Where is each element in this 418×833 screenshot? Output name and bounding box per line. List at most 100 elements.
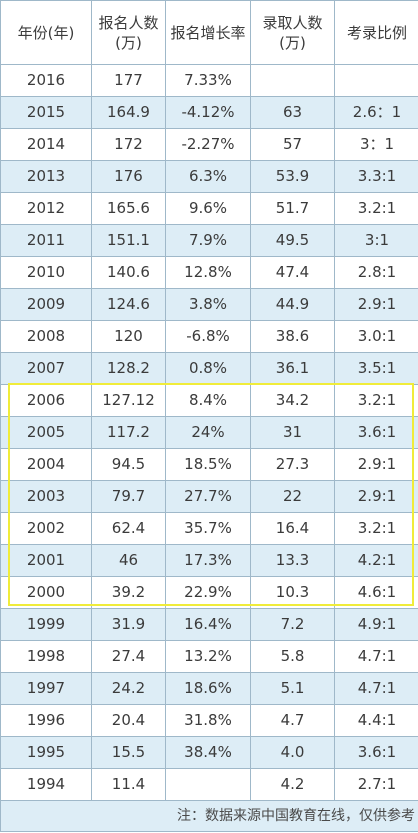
growth-rate-cell: 22.9% [165, 576, 251, 609]
table-row: 2008 120 -6.8% 38.6 3.0:1 [0, 320, 418, 353]
year-cell: 1998 [0, 640, 92, 673]
admitted-cell: 51.7 [250, 192, 335, 225]
applicants-cell: 79.7 [91, 480, 166, 513]
year-cell: 2013 [0, 160, 92, 193]
ratio-cell: 3：1 [334, 128, 418, 161]
ratio-cell: 2.7:1 [334, 768, 418, 801]
growth-rate-cell: 18.5% [165, 448, 251, 481]
table-row: 2013 176 6.3% 53.9 3.3:1 [0, 160, 418, 193]
ratio-cell [334, 64, 418, 97]
header-line: 录取人数 [262, 13, 323, 32]
admitted-cell [250, 64, 335, 97]
applicants-cell: 94.5 [91, 448, 166, 481]
ratio-cell: 3.3:1 [334, 160, 418, 193]
year-cell: 2002 [0, 512, 92, 545]
table-row: 2016 177 7.33% [0, 64, 418, 97]
applicants-cell: 31.9 [91, 608, 166, 641]
ratio-cell: 4.7:1 [334, 640, 418, 673]
header-ratio: 考录比例 [334, 0, 418, 65]
ratio-cell: 3.2:1 [334, 192, 418, 225]
ratio-cell: 4.9:1 [334, 608, 418, 641]
table-row: 1995 15.5 38.4% 4.0 3.6:1 [0, 736, 418, 769]
table-row: 1994 11.4 4.2 2.7:1 [0, 768, 418, 801]
ratio-cell: 2.6：1 [334, 96, 418, 129]
table-row: 2001 46 17.3% 13.3 4.2:1 [0, 544, 418, 577]
applicants-cell: 120 [91, 320, 166, 353]
admitted-cell: 36.1 [250, 352, 335, 385]
applicants-cell: 24.2 [91, 672, 166, 705]
table-row: 1998 27.4 13.2% 5.8 4.7:1 [0, 640, 418, 673]
applicants-cell: 177 [91, 64, 166, 97]
applicants-cell: 176 [91, 160, 166, 193]
header-growth-rate: 报名增长率 [165, 0, 251, 65]
header-applicants: 报名人数 (万) [91, 0, 166, 65]
ratio-cell: 2.9:1 [334, 288, 418, 321]
footnote-row: 注：数据来源中国教育在线，仅供参考 [0, 800, 418, 832]
header-line: 报名人数 [98, 13, 159, 32]
admitted-cell: 57 [250, 128, 335, 161]
applicants-cell: 140.6 [91, 256, 166, 289]
applicants-cell: 39.2 [91, 576, 166, 609]
table-row: 1997 24.2 18.6% 5.1 4.7:1 [0, 672, 418, 705]
table-row: 2005 117.2 24% 31 3.6:1 [0, 416, 418, 449]
applicants-cell: 172 [91, 128, 166, 161]
year-cell: 1994 [0, 768, 92, 801]
year-cell: 2012 [0, 192, 92, 225]
header-year: 年份(年) [0, 0, 92, 65]
table-row: 2004 94.5 18.5% 27.3 2.9:1 [0, 448, 418, 481]
header-line: (万) [279, 33, 306, 52]
table-row: 2011 151.1 7.9% 49.5 3:1 [0, 224, 418, 257]
table-row: 2006 127.12 8.4% 34.2 3.2:1 [0, 384, 418, 417]
growth-rate-cell: 7.33% [165, 64, 251, 97]
table-row: 2015 164.9 -4.12% 63 2.6：1 [0, 96, 418, 129]
ratio-cell: 3.6:1 [334, 736, 418, 769]
table-row: 2000 39.2 22.9% 10.3 4.6:1 [0, 576, 418, 609]
growth-rate-cell: 8.4% [165, 384, 251, 417]
admitted-cell: 44.9 [250, 288, 335, 321]
header-line: (万) [115, 33, 142, 52]
year-cell: 2004 [0, 448, 92, 481]
applicants-cell: 151.1 [91, 224, 166, 257]
ratio-cell: 3:1 [334, 224, 418, 257]
admitted-cell: 7.2 [250, 608, 335, 641]
growth-rate-cell: 38.4% [165, 736, 251, 769]
admitted-cell: 38.6 [250, 320, 335, 353]
applicants-cell: 27.4 [91, 640, 166, 673]
ratio-cell: 3.2:1 [334, 512, 418, 545]
applicants-cell: 127.12 [91, 384, 166, 417]
growth-rate-cell: 9.6% [165, 192, 251, 225]
table-row: 1996 20.4 31.8% 4.7 4.4:1 [0, 704, 418, 737]
table-row: 2003 79.7 27.7% 22 2.9:1 [0, 480, 418, 513]
admitted-cell: 31 [250, 416, 335, 449]
applicants-cell: 128.2 [91, 352, 166, 385]
ratio-cell: 3.6:1 [334, 416, 418, 449]
ratio-cell: 4.2:1 [334, 544, 418, 577]
header-line: 年份(年) [17, 23, 75, 42]
year-cell: 2007 [0, 352, 92, 385]
applicants-cell: 11.4 [91, 768, 166, 801]
growth-rate-cell: 7.9% [165, 224, 251, 257]
growth-rate-cell: -6.8% [165, 320, 251, 353]
applicants-cell: 164.9 [91, 96, 166, 129]
admitted-cell: 27.3 [250, 448, 335, 481]
applicants-cell: 117.2 [91, 416, 166, 449]
admitted-cell: 10.3 [250, 576, 335, 609]
table-row: 2002 62.4 35.7% 16.4 3.2:1 [0, 512, 418, 545]
growth-rate-cell: 13.2% [165, 640, 251, 673]
admitted-cell: 47.4 [250, 256, 335, 289]
admitted-cell: 63 [250, 96, 335, 129]
table-row: 2010 140.6 12.8% 47.4 2.8:1 [0, 256, 418, 289]
table-row: 1999 31.9 16.4% 7.2 4.9:1 [0, 608, 418, 641]
table-row: 2012 165.6 9.6% 51.7 3.2:1 [0, 192, 418, 225]
growth-rate-cell: 3.8% [165, 288, 251, 321]
ratio-cell: 4.7:1 [334, 672, 418, 705]
admitted-cell: 16.4 [250, 512, 335, 545]
year-cell: 2003 [0, 480, 92, 513]
growth-rate-cell: 16.4% [165, 608, 251, 641]
year-cell: 2001 [0, 544, 92, 577]
ratio-cell: 2.8:1 [334, 256, 418, 289]
admitted-cell: 13.3 [250, 544, 335, 577]
table-header: 年份(年) 报名人数 (万) 报名增长率 录取人数 (万) 考录比例 [0, 0, 418, 65]
